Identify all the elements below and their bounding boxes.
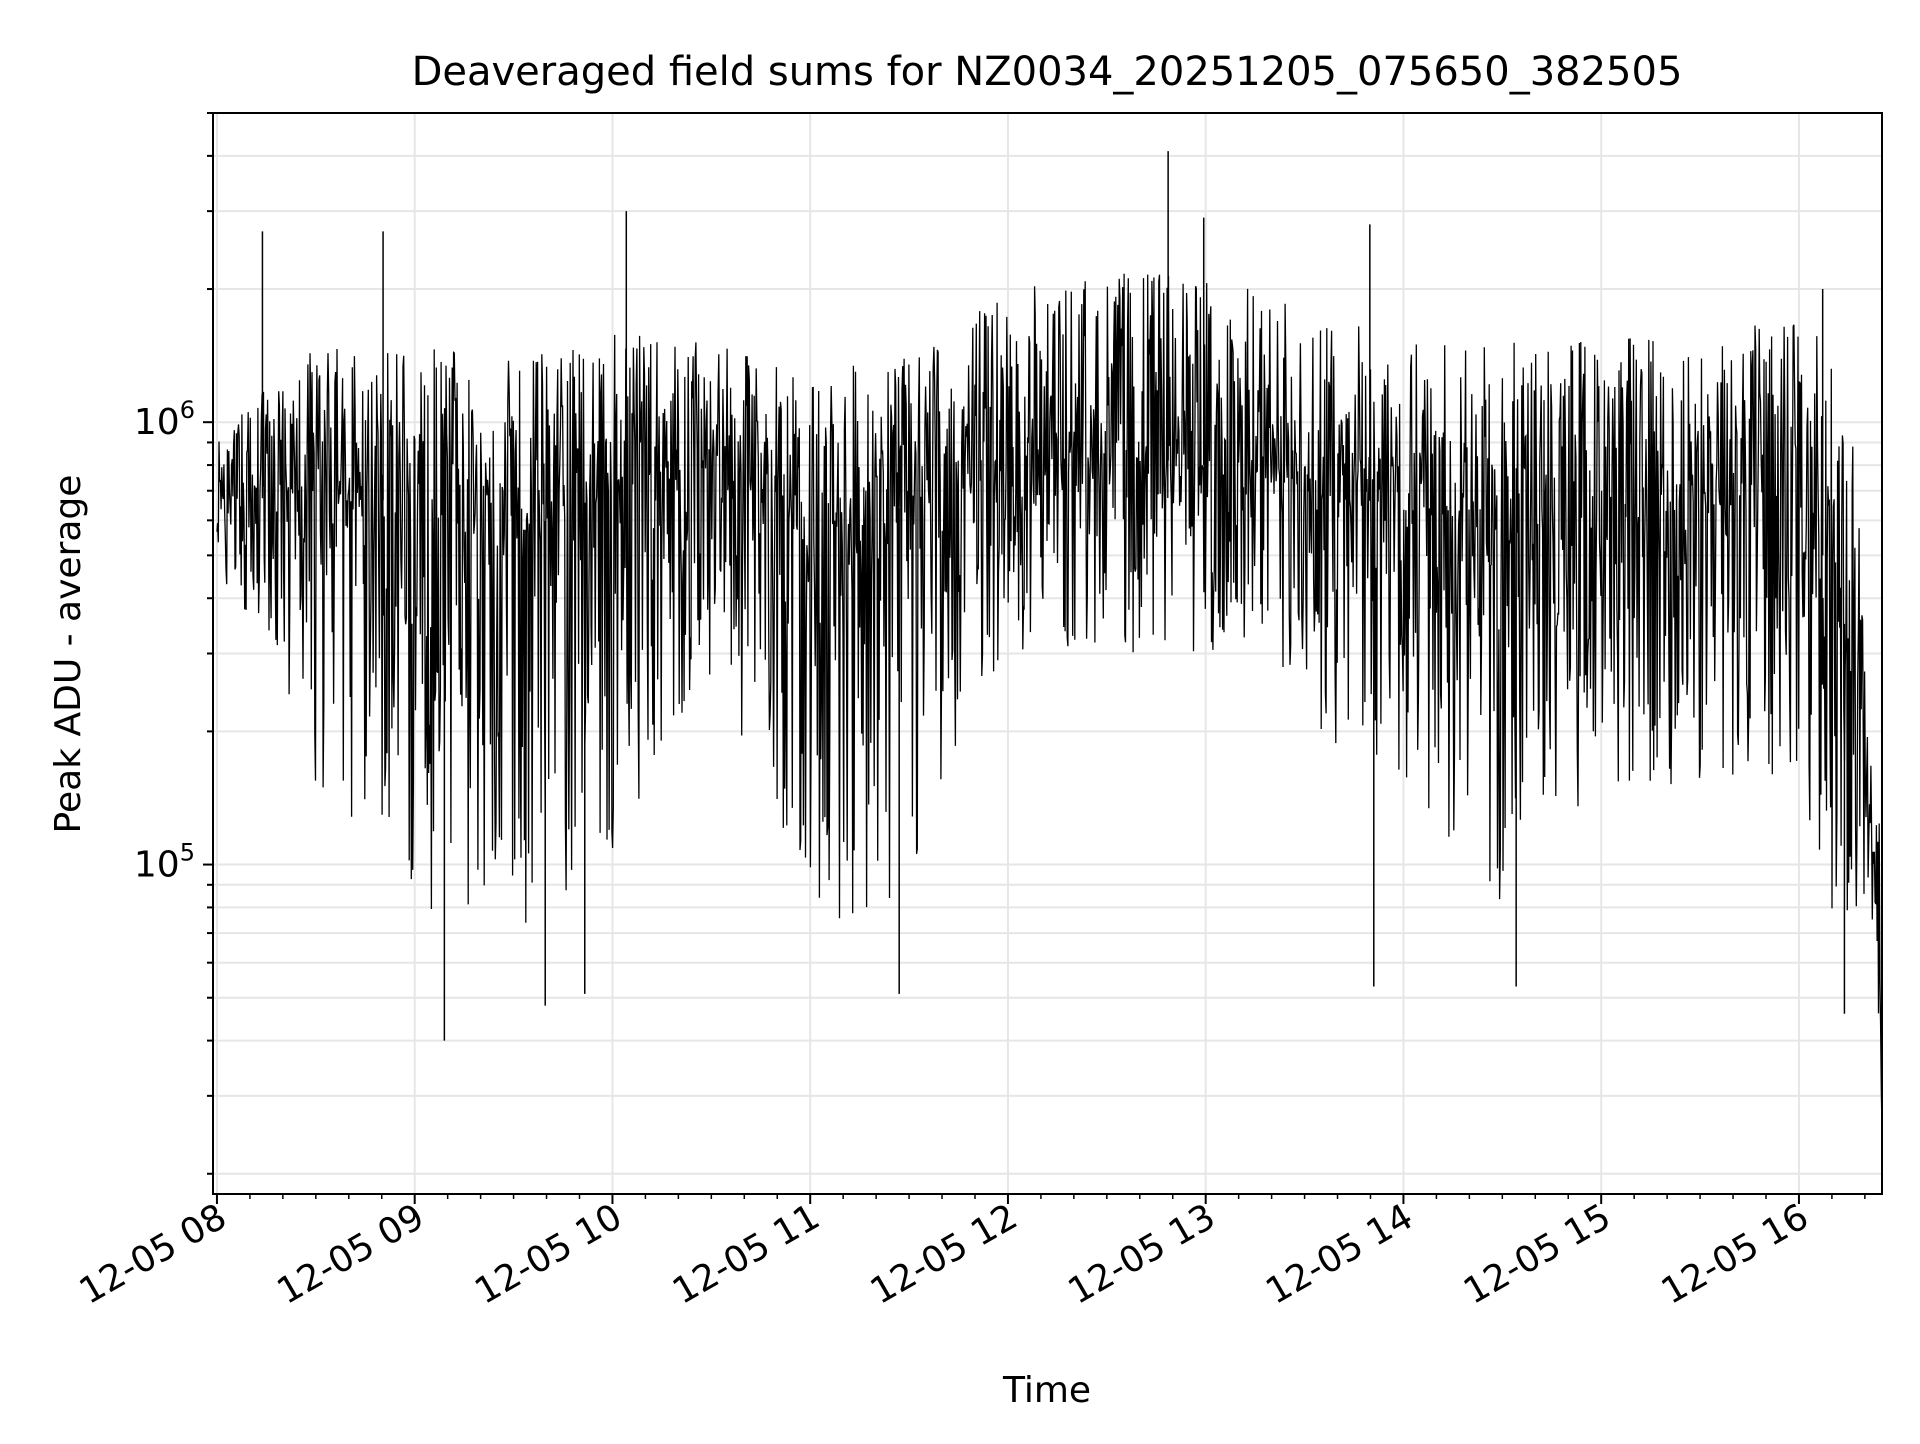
- grid-layer: [213, 112, 1882, 1194]
- x-tick-label: 12-05 08: [73, 1196, 234, 1312]
- x-axis-label: Time: [1002, 1370, 1091, 1411]
- data-layer: [216, 151, 1883, 1131]
- series-line: [216, 273, 1883, 1131]
- x-tick-label: 12-05 10: [468, 1196, 629, 1312]
- x-tick-label: 12-05 13: [1062, 1196, 1223, 1312]
- y-axis-label: Peak ADU - average: [48, 475, 89, 834]
- chart-title: Deaveraged field sums for NZ0034_2025120…: [412, 49, 1683, 95]
- x-tick-label: 12-05 11: [666, 1196, 827, 1312]
- x-tick-label: 12-05 14: [1259, 1196, 1420, 1312]
- x-tick-label: 12-05 16: [1655, 1196, 1816, 1312]
- y-tick-label-exponent: 5: [180, 839, 195, 867]
- y-tick-label: 106: [134, 396, 195, 443]
- x-tick-label: 12-05 15: [1457, 1196, 1618, 1312]
- y-tick-label-base: 10: [134, 845, 180, 886]
- y-tick-label-exponent: 6: [180, 396, 195, 424]
- x-tick-label: 12-05 12: [864, 1196, 1025, 1312]
- y-tick-label: 105: [134, 839, 195, 886]
- y-tick-label-base: 10: [134, 402, 180, 443]
- x-tick-label: 12-05 09: [271, 1196, 432, 1312]
